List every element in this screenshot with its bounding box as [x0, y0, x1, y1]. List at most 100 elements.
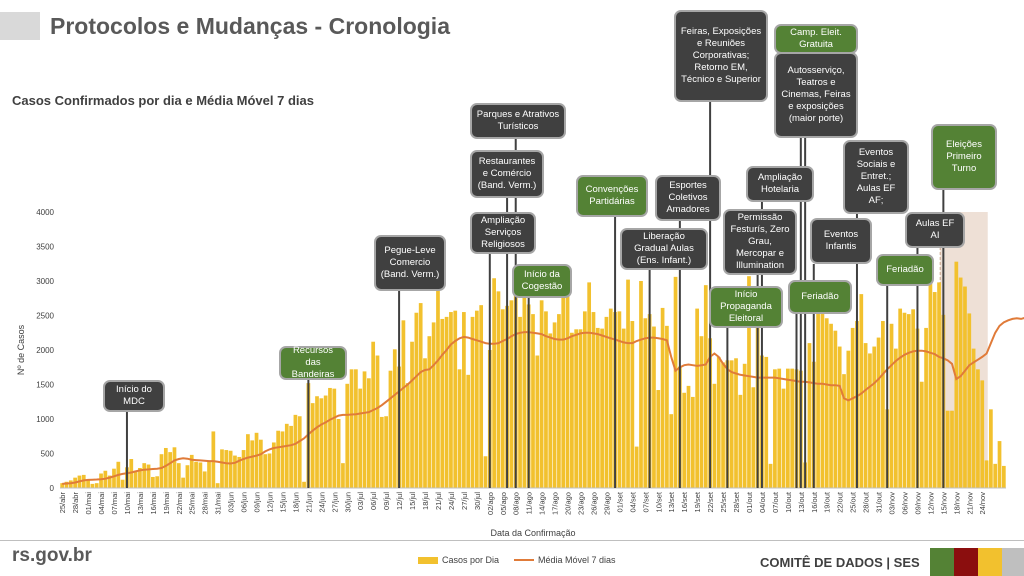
bar [837, 346, 842, 488]
bar [932, 292, 937, 488]
bar [906, 314, 911, 488]
stripe-yellow [978, 548, 1002, 576]
bar [371, 341, 376, 488]
x-tick-label: 17/ago [551, 492, 560, 515]
color-stripes [930, 548, 1024, 576]
x-tick-label: 19/out [823, 491, 832, 513]
annotation-box: Convenções Partidárias [576, 175, 648, 217]
annotation-box: Ampliação Serviços Religiosos [470, 212, 536, 254]
bar [81, 474, 86, 488]
bar [462, 312, 466, 488]
site-url[interactable]: rs.gov.br [12, 545, 92, 566]
bar [1001, 465, 1006, 488]
bar [712, 383, 717, 488]
bar [155, 476, 160, 488]
bar [980, 380, 985, 488]
org-name: COMITÊ DE DADOS | SES [760, 555, 920, 570]
bar [984, 460, 989, 488]
bar [734, 358, 738, 488]
bar [552, 322, 557, 488]
stripe-green [930, 548, 954, 576]
bar [228, 450, 233, 488]
annotation-box: Início da Cogestão [512, 264, 572, 298]
bar [531, 314, 535, 488]
bar [483, 456, 488, 488]
bar [263, 454, 268, 488]
bar [673, 276, 678, 488]
annotation-box: Eleições Primeiro Turno [931, 124, 997, 190]
x-tick-label: 22/set [706, 491, 715, 512]
bar [902, 312, 907, 488]
bar [202, 471, 207, 488]
bar [198, 462, 203, 488]
bar [557, 314, 561, 488]
x-tick-label: 28/out [862, 491, 871, 513]
bar [997, 441, 1002, 488]
x-tick-label: 12/jul [395, 492, 404, 510]
bar [254, 432, 259, 488]
x-tick-label: 24/jun [317, 492, 326, 512]
bar [989, 409, 993, 488]
bar [366, 378, 371, 488]
bar [963, 286, 967, 488]
x-tick-label: 13/set [667, 491, 676, 512]
bar [142, 463, 147, 488]
x-tick-label: 06/jun [240, 492, 249, 512]
bar [375, 355, 380, 488]
bar [60, 483, 65, 488]
bar [829, 323, 833, 488]
bar [120, 479, 125, 488]
bar [807, 343, 812, 488]
bar [207, 461, 211, 488]
x-tick-label: 03/nov [888, 492, 897, 515]
bar [194, 461, 198, 488]
bar [738, 394, 743, 488]
bar [729, 360, 734, 488]
bar [319, 398, 324, 488]
bar [634, 446, 639, 488]
bar [595, 327, 600, 488]
bar [440, 318, 445, 488]
bar [138, 467, 142, 488]
bar [893, 348, 898, 488]
y-axis-title: Nº de Casos [16, 324, 26, 375]
bar [509, 300, 514, 488]
x-tick-label: 21/jul [434, 492, 443, 510]
bar [846, 350, 851, 488]
bar [608, 308, 613, 488]
x-tick-label: 29/ago [602, 492, 611, 515]
x-tick-label: 01/set [615, 491, 624, 512]
bar [94, 483, 99, 488]
bar [379, 416, 384, 488]
bar [842, 374, 846, 488]
x-tick-label: 11/ago [525, 492, 534, 514]
bar [436, 284, 440, 488]
bar [773, 369, 777, 488]
bar [284, 423, 289, 488]
bar [444, 316, 449, 488]
bar [418, 303, 423, 488]
x-tick-label: 02/ago [486, 492, 495, 515]
bar [881, 321, 885, 488]
x-tick-label: 25/set [719, 491, 728, 512]
x-tick-label: 28/mai [201, 492, 210, 515]
bar [993, 463, 998, 488]
x-tick-label: 19/set [693, 491, 702, 512]
page-title: Protocolos e Mudanças - Cronologia [50, 13, 450, 39]
bar [492, 278, 496, 488]
bar [699, 336, 704, 488]
bar [224, 450, 229, 488]
bar [479, 305, 484, 488]
bar [250, 440, 255, 488]
bar [626, 279, 630, 488]
bar [954, 261, 959, 488]
bar [703, 285, 708, 488]
bar [181, 477, 185, 488]
bar [656, 390, 661, 488]
x-tick-label: 28/set [732, 491, 741, 512]
x-tick-label: 09/jun [253, 492, 262, 512]
y-tick-label: 0 [50, 484, 55, 493]
bar [449, 312, 453, 488]
bar [617, 311, 622, 488]
bar [280, 431, 285, 488]
